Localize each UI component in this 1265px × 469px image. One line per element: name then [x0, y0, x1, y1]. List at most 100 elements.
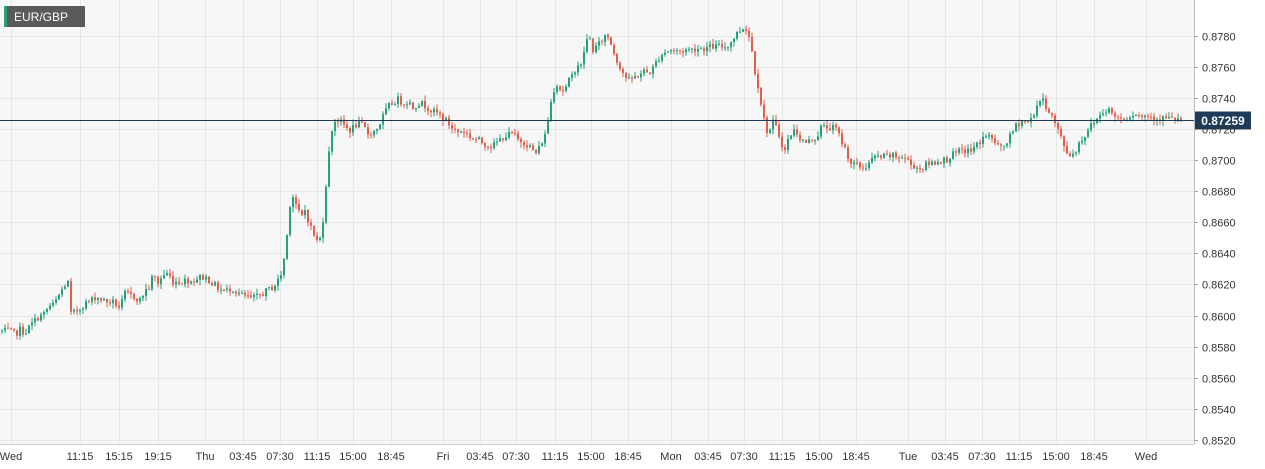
candle-bullish: [598, 36, 600, 51]
candle-body: [1024, 121, 1026, 123]
candle-bearish: [400, 92, 402, 107]
candle-body: [1177, 118, 1179, 121]
candle-bullish: [1003, 145, 1005, 151]
candle-bullish: [151, 274, 153, 292]
candle-body: [589, 38, 591, 40]
candle-body: [61, 289, 63, 295]
candle-body: [139, 297, 141, 302]
candle-bearish: [904, 153, 906, 164]
candle-bearish: [682, 48, 684, 58]
candle-bearish: [364, 121, 366, 128]
candle-bullish: [832, 121, 834, 135]
candle-bearish: [826, 120, 828, 134]
candle-body: [751, 37, 753, 52]
candle-bullish: [277, 274, 279, 291]
candle-body: [721, 44, 723, 48]
candle-bullish: [160, 275, 162, 290]
candle-bearish: [1138, 112, 1140, 119]
candle-bearish: [961, 143, 963, 154]
candle-bullish: [163, 269, 165, 279]
candle-body: [289, 207, 291, 235]
candle-body: [931, 161, 933, 165]
candle-bearish: [898, 155, 900, 164]
candle-body: [862, 167, 864, 169]
candle-bullish: [790, 135, 792, 140]
candle-body: [160, 278, 162, 284]
x-tick-label: 18:45: [842, 451, 870, 463]
candle-bearish: [193, 278, 195, 286]
candle-body: [400, 96, 402, 105]
candle-body: [520, 139, 522, 143]
candle-body: [826, 125, 828, 129]
candle-bullish: [1135, 113, 1137, 117]
candle-body: [568, 77, 570, 87]
candle-body: [64, 286, 66, 290]
candle-bearish: [427, 105, 429, 116]
candle-body: [529, 145, 531, 148]
candle-body: [493, 142, 495, 148]
candle-body: [46, 308, 48, 313]
candle-bearish: [523, 140, 525, 150]
candle-bearish: [964, 145, 966, 158]
candle-bearish: [856, 157, 858, 166]
candle-body: [262, 294, 264, 297]
candle-bearish: [208, 276, 210, 284]
candle-body: [169, 273, 171, 276]
candle-bullish: [385, 103, 387, 116]
candle-bullish: [433, 106, 435, 117]
candle-body: [811, 139, 813, 141]
candle-body: [151, 276, 153, 290]
candle-bearish: [172, 271, 174, 288]
candle-body: [922, 169, 924, 171]
candle-bullish: [658, 56, 660, 63]
candle-body: [220, 290, 222, 292]
candle-body: [367, 127, 369, 135]
candle-bearish: [784, 144, 786, 155]
candle-bullish: [589, 35, 591, 40]
candle-body: [736, 31, 738, 39]
candle-bearish: [919, 164, 921, 174]
candle-body: [865, 168, 867, 170]
candle-bearish: [847, 144, 849, 163]
candle-body: [607, 34, 609, 38]
candle-bearish: [748, 27, 750, 42]
candle-bearish: [562, 85, 564, 96]
candle-bullish: [499, 134, 501, 142]
candle-bullish: [214, 280, 216, 287]
candle-bullish: [652, 63, 654, 79]
candle-bearish: [1060, 126, 1062, 139]
candle-bearish: [979, 139, 981, 150]
candle-body: [40, 314, 42, 321]
x-tick-label: 18:45: [377, 451, 405, 463]
candle-body: [355, 124, 357, 128]
candle-body: [724, 47, 726, 49]
candle-bullish: [547, 117, 549, 134]
candle-bearish: [619, 61, 621, 72]
candle-body: [769, 129, 771, 133]
candle-bullish: [112, 295, 114, 309]
candle-bearish: [223, 289, 225, 292]
candle-body: [94, 297, 96, 301]
candle-bullish: [478, 135, 480, 140]
candle-body: [622, 69, 624, 74]
candle-bullish: [328, 146, 330, 188]
candle-body: [112, 299, 114, 304]
candle-body: [1171, 116, 1173, 118]
candle-body: [739, 31, 741, 33]
candle-body: [331, 131, 333, 152]
candle-body: [82, 308, 84, 310]
candle-bearish: [745, 25, 747, 35]
candle-bearish: [517, 130, 519, 142]
candle-body: [1117, 116, 1119, 118]
candle-body: [232, 291, 234, 293]
candle-bullish: [985, 133, 987, 139]
candle-body: [835, 124, 837, 128]
candle-bullish: [376, 128, 378, 135]
candle-bearish: [511, 130, 513, 135]
candle-body: [646, 69, 648, 73]
candle-bullish: [937, 158, 939, 165]
candle-bullish: [505, 132, 507, 142]
candle-body: [214, 282, 216, 286]
